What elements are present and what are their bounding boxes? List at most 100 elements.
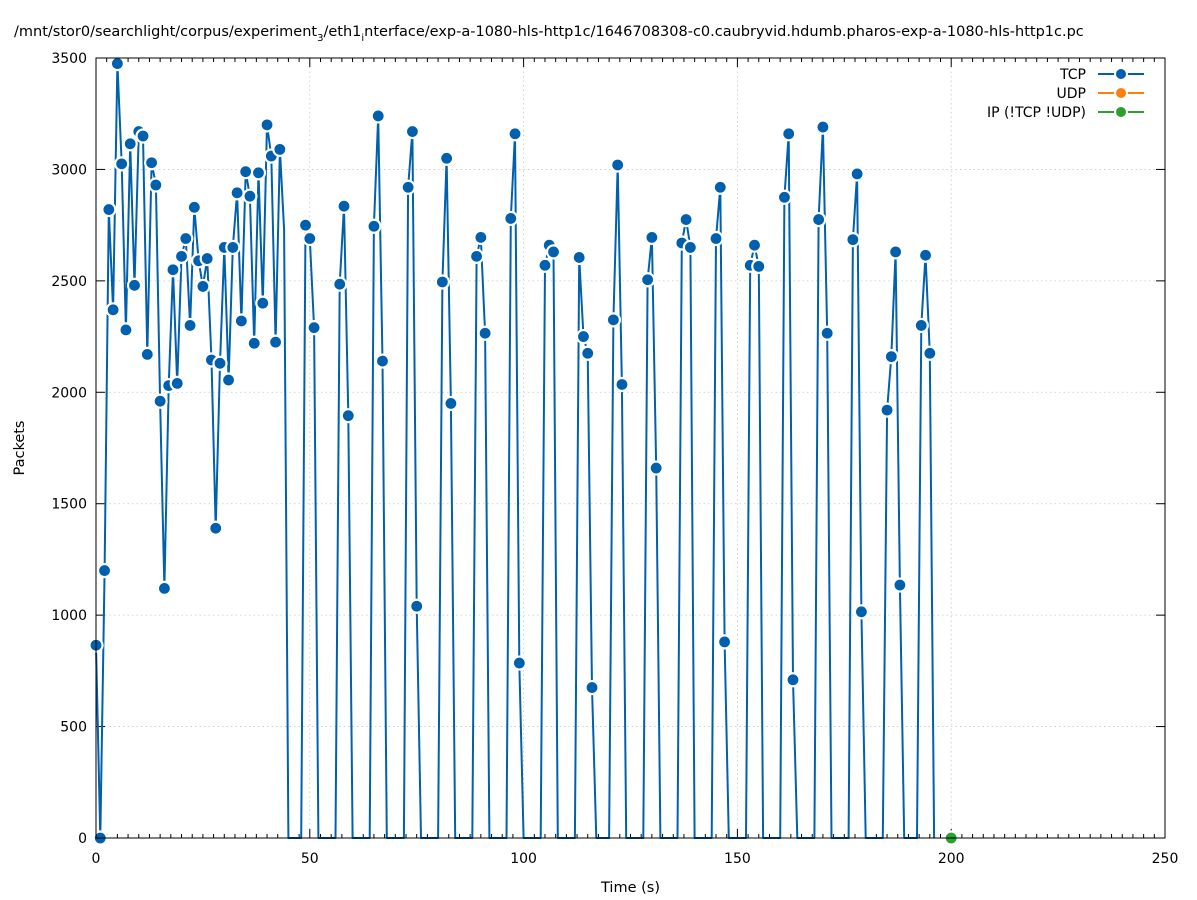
legend: TCP UDP IP (!TCP !UDP) [987,67,1144,121]
data-point [126,277,143,293]
x-tick-label: 0 [92,851,101,867]
data-point [101,201,117,218]
y-tick-label: 2500 [51,274,87,290]
data-point [434,274,450,290]
data-point [473,229,489,245]
legend-marker [1114,67,1128,81]
legend-label: UDP [1057,86,1086,102]
data-point [105,302,121,318]
data-point [712,179,728,195]
data-point [751,258,767,274]
data-point [503,210,519,227]
data-point [580,345,596,361]
y-tick-label: 1000 [51,608,87,624]
data-point [182,317,198,334]
data-point [922,345,938,361]
data-point [746,237,763,253]
data-point [135,128,151,144]
data-point [819,325,835,341]
data-point [883,349,899,365]
legend-marker [1114,105,1128,119]
data-point [468,248,485,264]
data-point [892,577,908,593]
data-point [374,353,391,369]
x-tick-label: 150 [724,851,751,867]
data-point [716,634,733,650]
data-point [913,317,929,334]
data-point [242,188,258,204]
y-tick-label: 1500 [51,497,87,513]
data-point [575,328,592,345]
data-point [152,393,168,409]
plot-series [88,55,959,846]
data-point [139,346,155,362]
data-point [173,248,190,264]
plot-frame [95,57,1166,839]
data-point [178,230,194,247]
data-point [811,211,827,228]
y-tick-label: 500 [60,720,87,736]
data-point [332,276,348,292]
data-point [122,136,138,152]
data-point [409,598,425,614]
title-part: nterface/exp-a-1080-hls-http1c/164670830… [364,24,1084,40]
data-point [439,150,455,166]
data-point [238,164,254,180]
data-point [400,179,416,195]
data-point [584,679,600,696]
data-point [644,229,660,245]
data-point [708,230,724,247]
y-axis-label: Packets [12,421,28,476]
data-point [306,320,322,336]
data-point [109,55,125,72]
data-point [199,250,215,267]
data-point [114,156,130,172]
data-point [648,460,664,476]
axis-ticks: 0 500 1000 1500 2000 2500 3000 3500 0 50 100 150 200… [51,51,1178,867]
data-point [229,185,245,201]
data-point [186,199,202,215]
data-point [259,117,275,133]
data-point [340,408,356,424]
data-point [888,244,904,260]
data-point [614,376,630,393]
data-point [156,580,173,597]
data-point [678,211,694,228]
data-point [96,562,113,579]
legend-label: TCP [1059,67,1086,83]
data-point [781,126,797,142]
data-point [195,278,211,295]
data-point [302,230,318,247]
x-tick-label: 200 [938,851,965,867]
data-point [545,244,562,260]
data-point [477,325,493,341]
legend-marker [1114,86,1128,100]
series-line [95,62,936,839]
data-point [879,402,895,418]
data-point [148,177,164,193]
data-point [272,141,288,157]
y-tick-label: 3500 [51,51,87,67]
data-point [610,157,626,173]
data-point [849,166,865,182]
data-point [853,604,870,620]
data-point [785,672,801,688]
data-point [507,126,523,142]
data-point [605,312,621,328]
title-part: /mnt/stor0/searchlight/corpus/experiment [14,24,317,40]
data-point [370,108,386,124]
data-point [220,372,237,388]
data-point [255,295,271,311]
data-point [233,313,249,329]
data-point [267,334,284,350]
chart-title: /mnt/stor0/searchlight/corpus/experiment… [14,24,1084,44]
data-point [776,189,793,205]
data-point [571,249,587,266]
data-point [118,322,134,338]
data-point [815,119,831,135]
data-point [250,165,267,181]
legend-label: IP (!TCP !UDP) [987,105,1086,121]
data-point [297,217,314,233]
data-point [366,218,382,234]
data-point [845,232,861,248]
